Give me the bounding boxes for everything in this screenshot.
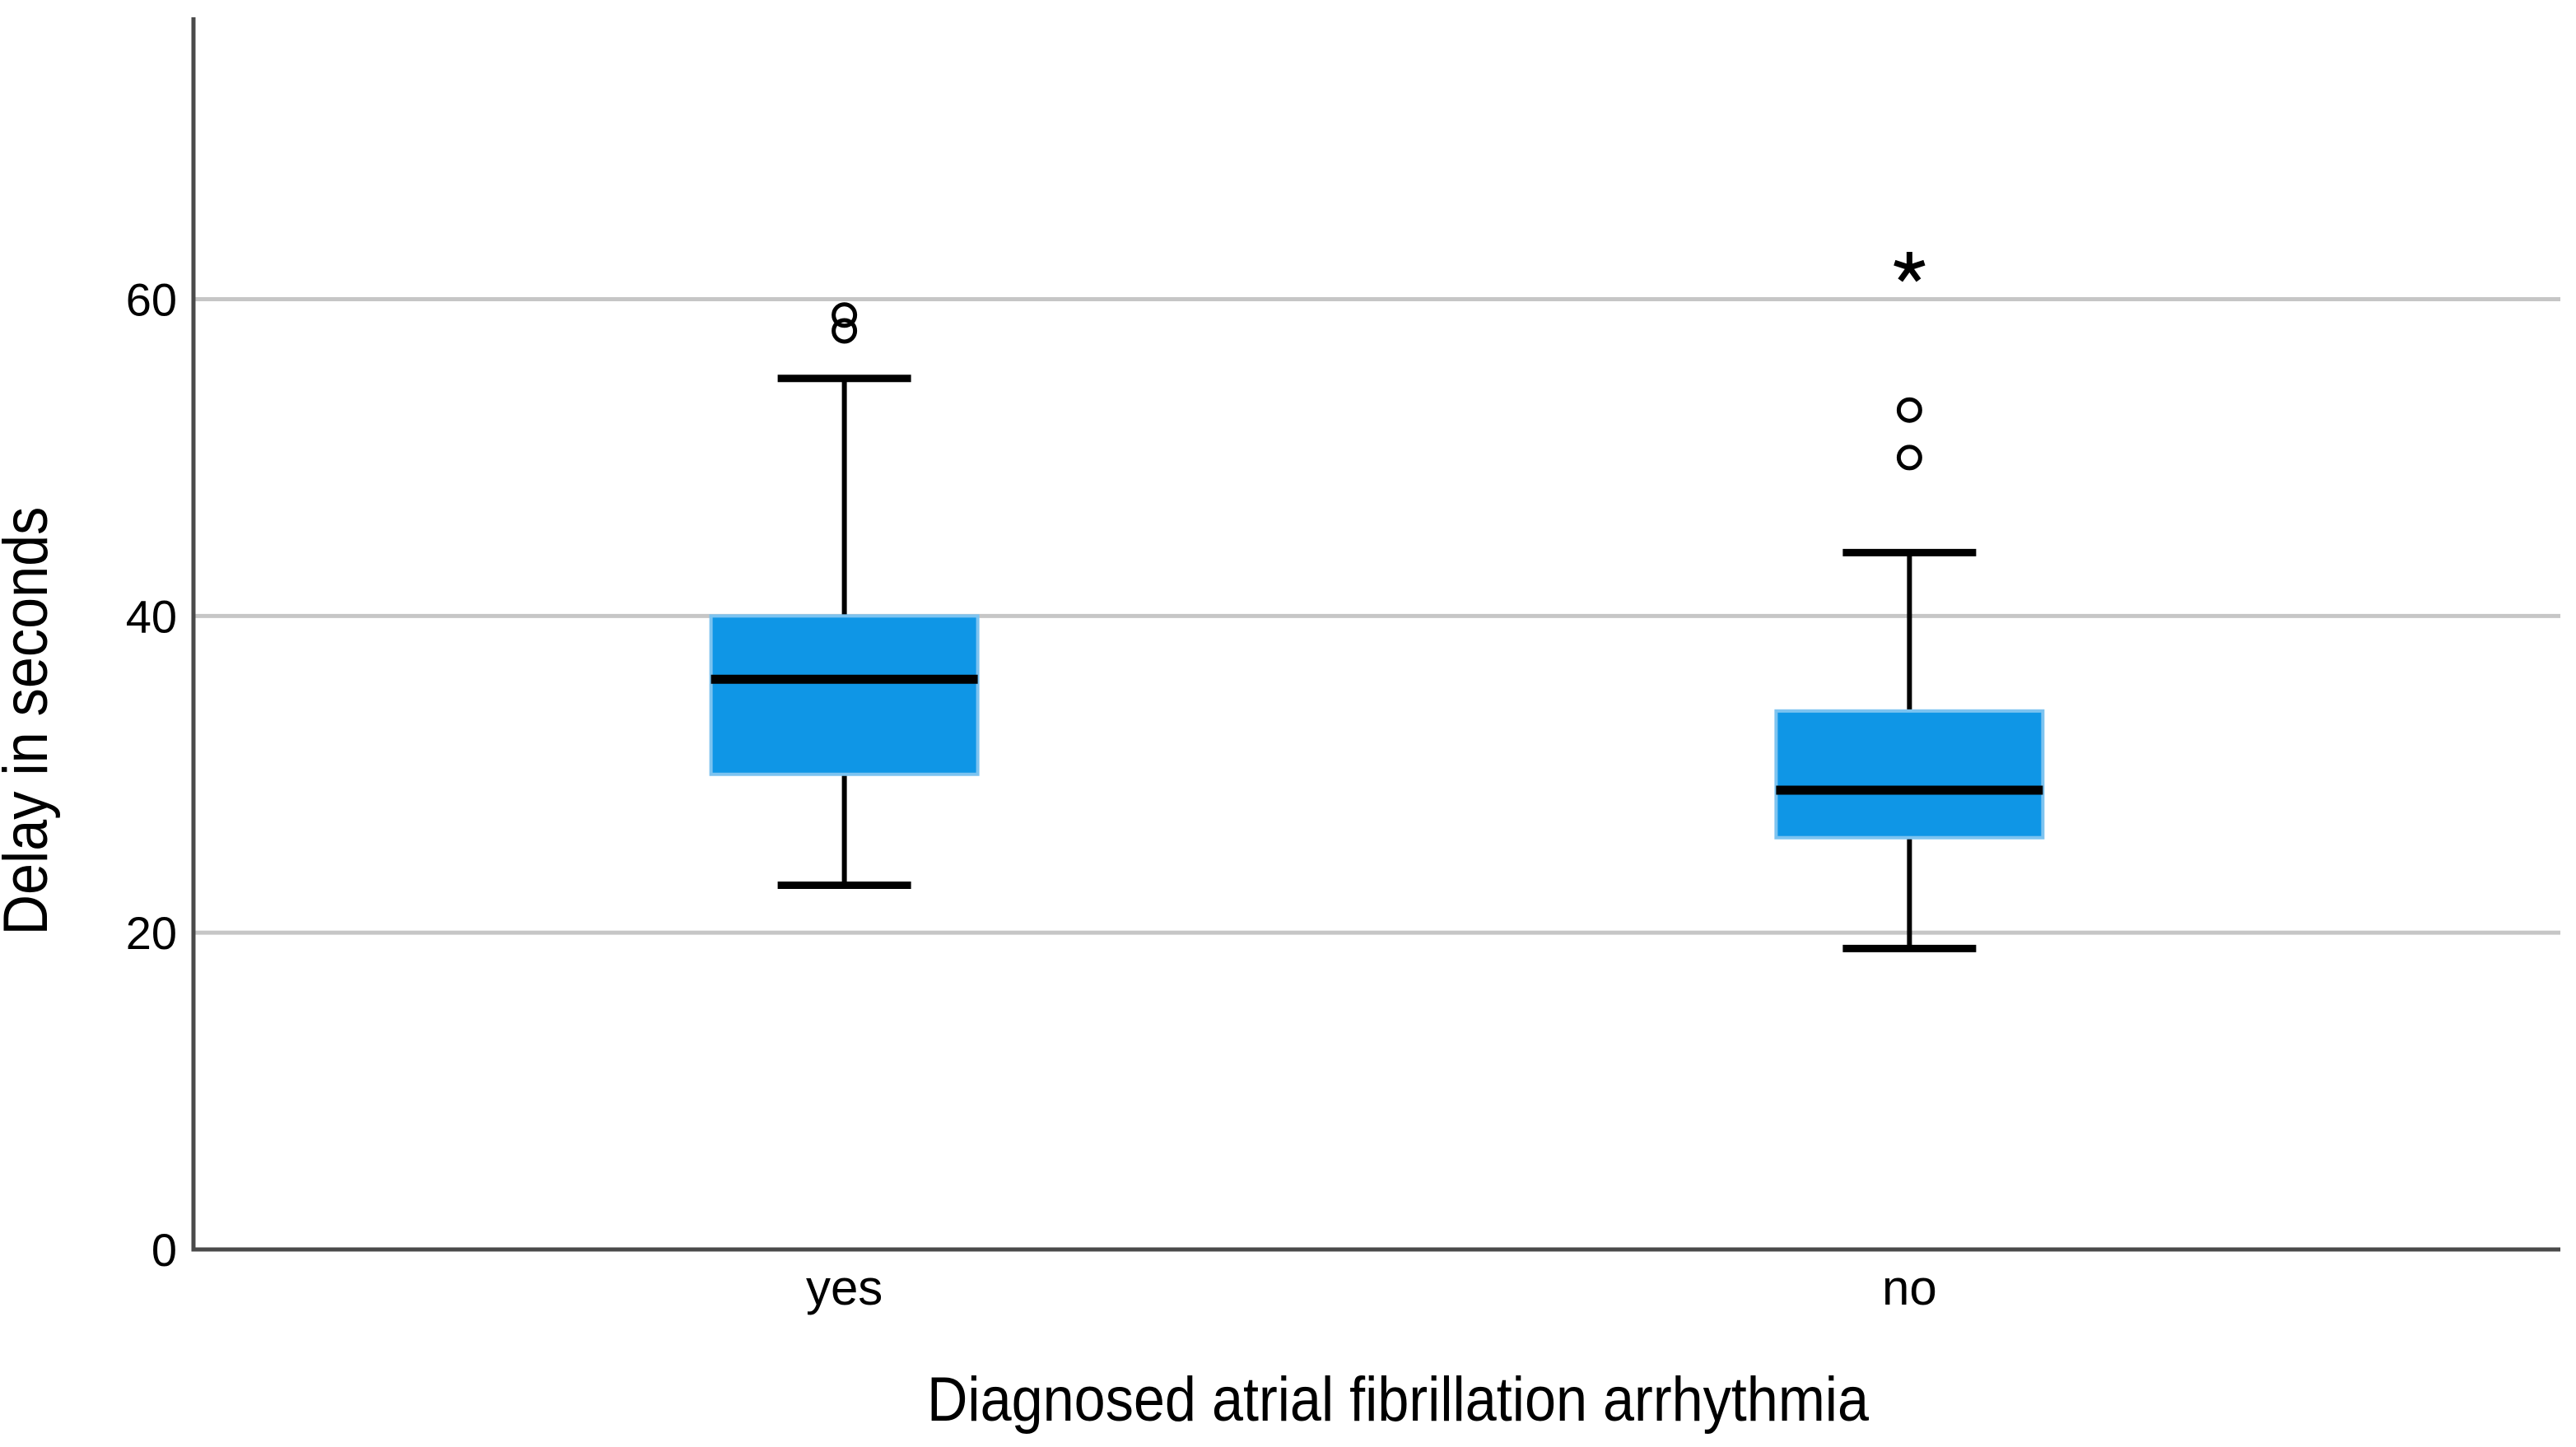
iqr-box	[1774, 709, 2045, 840]
outlier-circle	[1896, 397, 1922, 423]
y-axis-title: Delay in seconds	[0, 507, 61, 936]
boxes-layer	[709, 252, 2045, 952]
y-tick-labels-layer: 0 20 40 60	[126, 274, 177, 1276]
gridlines-layer	[193, 297, 2560, 935]
boxplot-no	[1774, 252, 2045, 952]
x-axis-title: Diagnosed atrial fibrillation arrhythmia	[927, 1366, 1870, 1435]
y-tick-label-0: 0	[151, 1224, 177, 1276]
y-tick-label-20: 20	[126, 907, 177, 959]
outlier-circle	[1896, 444, 1922, 471]
extreme-outlier-asterisk	[1894, 252, 1926, 282]
outlier-circle	[831, 302, 858, 328]
y-tick-label-60: 60	[126, 274, 177, 326]
outlier-circle	[831, 318, 858, 344]
x-tick-labels-layer: yes no	[806, 1260, 1937, 1315]
axes-layer	[191, 17, 2560, 1252]
iqr-box	[709, 614, 980, 776]
asterisk-arm	[1907, 265, 1922, 282]
x-tick-label-no: no	[1882, 1260, 1937, 1315]
boxplot-yes	[709, 302, 980, 889]
x-tick-label-yes: yes	[806, 1260, 883, 1315]
y-tick-label-40: 40	[126, 590, 177, 642]
